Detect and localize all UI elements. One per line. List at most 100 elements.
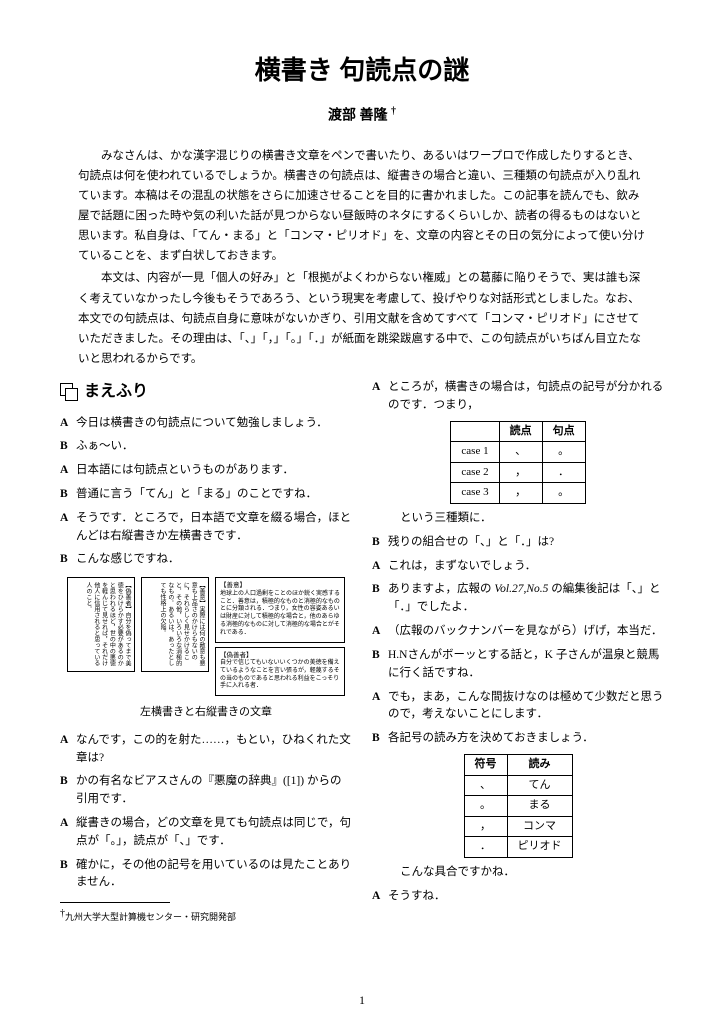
dialogue-line: こんな具合ですかね．	[372, 864, 664, 882]
dialogue-line: B確かに，その他の記号を用いているのは見たことありません．	[60, 857, 352, 893]
author: 渡部 善隆 †	[60, 104, 664, 128]
footnote-rule	[60, 902, 170, 903]
horizontal-text-box-2: 【偽善者】 自分で信じてもいないいくつかの美徳を備えているようなことを言い張るが…	[215, 647, 345, 697]
dialogue-line: Aそうです．ところで，日本語で文章を綴る場合，ほとんどは右縦書きか左横書きです．	[60, 510, 352, 546]
dialogue-line: BH.Nさんがボーッとする話と，K 子さんが温泉と競馬に行く話ですね．	[372, 647, 664, 683]
th-period: 句点	[542, 421, 585, 442]
section-title: まえふり	[84, 379, 148, 405]
cell: ．	[464, 837, 507, 858]
page-number: 1	[0, 991, 724, 1010]
dialogue-line: Bかの有名なビアスさんの『悪魔の辞典』([1]) からの引用です．	[60, 773, 352, 809]
cell: ，	[499, 462, 542, 483]
speaker: A	[372, 379, 388, 415]
two-column-body: まえふり A今日は横書きの句読点について勉強しましょう． Bふぁ〜い． A日本語…	[60, 379, 664, 925]
dialogue-line: B普通に言う「てん」と「まる」のことですね．	[60, 486, 352, 504]
speaker: B	[60, 486, 76, 504]
cell: ピリオド	[507, 837, 572, 858]
cell: 、	[464, 775, 507, 796]
line-text: 各記号の読み方を決めておきましょう．	[388, 730, 664, 748]
dialogue-line: B各記号の読み方を決めておきましょう．	[372, 730, 664, 748]
abstract: みなさんは、かな漢字混じりの横書き文章をペンで書いたり、あるいはワープロで作成し…	[78, 146, 646, 369]
case-label: case 1	[451, 442, 499, 463]
speaker: A	[372, 623, 388, 641]
cell: 。	[542, 483, 585, 504]
footnote: †九州大学大型計算機センター・研究開発部	[60, 906, 352, 924]
cell: 、	[499, 442, 542, 463]
cell: コンマ	[507, 816, 572, 837]
figure: 【偽善者】自分を偽ってまで美徳をひけらかす必要があるのかと思われるほど，世の中の…	[60, 577, 352, 696]
line-text: でも，まあ，こんな間抜けなのは極めて少数だと思うので，考えないことにします．	[388, 689, 664, 725]
section-heading: まえふり	[60, 379, 352, 405]
speaker: A	[372, 558, 388, 576]
speaker: A	[60, 815, 76, 851]
line-text: こんな感じですね．	[76, 551, 352, 569]
vertical-text-box-2: 【善意】実際には何の敵意も悪意も上品さのかけらもないのに，それらしく見せかけるこ…	[141, 577, 209, 672]
dialogue-line: A日本語には句読点というものがあります．	[60, 462, 352, 480]
case-label: case 3	[451, 483, 499, 504]
author-name: 渡部 善隆	[328, 108, 388, 123]
speaker: B	[60, 773, 76, 809]
dialogue-line: A（広報のバックナンバーを見ながら）げげ，本当だ．	[372, 623, 664, 641]
speaker: A	[372, 888, 388, 906]
speaker: B	[60, 857, 76, 893]
line-text: そうすね．	[388, 888, 664, 906]
line-text: 日本語には句読点というものがあります．	[76, 462, 352, 480]
line-text: なんです，この的を射た……，もとい，ひねくれた文章は?	[76, 732, 352, 768]
line-text: そうです．ところで，日本語で文章を綴る場合，ほとんどは右縦書きか左横書きです．	[76, 510, 352, 546]
th-symbol: 符号	[464, 754, 507, 775]
punctuation-cases-table: 読点句点 case 1、。 case 2，． case 3，。	[450, 421, 585, 504]
speaker	[372, 510, 388, 528]
dialogue-line: B残りの組合せの「、」と「．」は?	[372, 534, 664, 552]
dialogue-line: Aなんです，この的を射た……，もとい，ひねくれた文章は?	[60, 732, 352, 768]
box-body: 自分で信じてもいないいくつかの美徳を備えているようなことを言い張るが，軽蔑するそ…	[220, 660, 340, 691]
footnote-text: 九州大学大型計算機センター・研究開発部	[65, 912, 236, 922]
speaker: A	[60, 510, 76, 546]
line-text: 普通に言う「てん」と「まる」のことですね．	[76, 486, 352, 504]
cell: 。	[464, 796, 507, 817]
box-head: 【善意】	[220, 582, 340, 590]
line-text: 今日は横書きの句読点について勉強しましょう．	[76, 415, 352, 433]
box-body: 地球上の人口過剰をことのほか鋭く実感すること．善意は，積極的なものと消極的なもの…	[220, 591, 340, 638]
overlap-square-icon	[60, 383, 78, 401]
speaker: B	[60, 438, 76, 456]
speaker: B	[372, 581, 388, 617]
cell: ．	[542, 462, 585, 483]
speaker	[372, 864, 388, 882]
dialogue-line: Aところが，横書きの場合は，句読点の記号が分かれるのです．つまり，	[372, 379, 664, 415]
dialogue-line: Bありますよ，広報の Vol.27,No.5 の編集後記は「、」と「．」でしたよ…	[372, 581, 664, 617]
speaker: A	[60, 732, 76, 768]
abstract-p1: みなさんは、かな漢字混じりの横書き文章をペンで書いたり、あるいはワープロで作成し…	[78, 146, 646, 267]
dialogue-line: Bこんな感じですね．	[60, 551, 352, 569]
speaker: A	[60, 415, 76, 433]
th-reading: 読み	[507, 754, 572, 775]
cell: まる	[507, 796, 572, 817]
box-head: 【偽善者】	[220, 652, 340, 660]
line-text: ふぁ〜い．	[76, 438, 352, 456]
cell: ，	[499, 483, 542, 504]
dialogue-line: A縦書きの場合，どの文章を見ても句読点は同じで，句点が「。」，読点が「、」です．	[60, 815, 352, 851]
line-text: H.Nさんがボーッとする話と，K 子さんが温泉と競馬に行く話ですね．	[388, 647, 664, 683]
dialogue-line: という三種類に．	[372, 510, 664, 528]
dialogue-line: Aでも，まあ，こんな間抜けなのは極めて少数だと思うので，考えないことにします．	[372, 689, 664, 725]
dagger-mark: †	[391, 106, 396, 117]
line-text: という三種類に．	[388, 510, 664, 528]
speaker: B	[372, 534, 388, 552]
vertical-text-box-1: 【偽善者】自分を偽ってまで美徳をひけらかす必要があるのかと思われるほど，世の中の…	[67, 577, 135, 672]
line-text: （広報のバックナンバーを見ながら）げげ，本当だ．	[388, 623, 664, 641]
dialogue-line: A今日は横書きの句読点について勉強しましょう．	[60, 415, 352, 433]
speaker: A	[60, 462, 76, 480]
abstract-p2: 本文は、内容が一見「個人の好み」と「根拠がよくわからない権威」との葛藤に陥りそう…	[78, 268, 646, 369]
line-text: 縦書きの場合，どの文章を見ても句読点は同じで，句点が「。」，読点が「、」です．	[76, 815, 352, 851]
figure-caption: 左横書きと右縦書きの文章	[60, 704, 352, 722]
right-column: Aところが，横書きの場合は，句読点の記号が分かれるのです．つまり， 読点句点 c…	[372, 379, 664, 925]
dialogue-line: Aこれは，まずないでしょう．	[372, 558, 664, 576]
speaker: B	[60, 551, 76, 569]
line-text: かの有名なビアスさんの『悪魔の辞典』([1]) からの引用です．	[76, 773, 352, 809]
line-text: 確かに，その他の記号を用いているのは見たことありません．	[76, 857, 352, 893]
dialogue-line: Aそうすね．	[372, 888, 664, 906]
horizontal-text-box-1: 【善意】 地球上の人口過剰をことのほか鋭く実感すること．善意は，積極的なものと消…	[215, 577, 345, 642]
dialogue-line: Bふぁ〜い．	[60, 438, 352, 456]
line-text: ところが，横書きの場合は，句読点の記号が分かれるのです．つまり，	[388, 379, 664, 415]
th-reading: 読点	[499, 421, 542, 442]
page-title: 横書き 句読点の謎	[60, 50, 664, 92]
